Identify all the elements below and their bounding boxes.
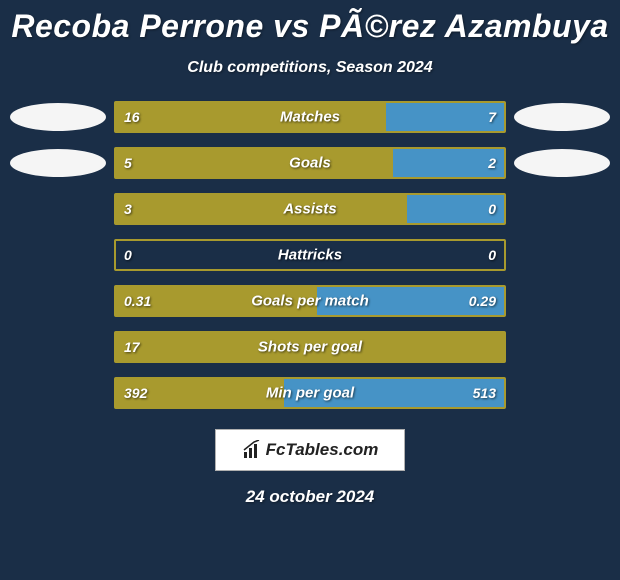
stat-label: Assists bbox=[283, 201, 336, 218]
value-left: 392 bbox=[124, 385, 147, 401]
stat-row: 0.31 0.29 Goals per match bbox=[8, 285, 612, 317]
stat-label: Goals per match bbox=[251, 293, 369, 310]
stat-row: 17 Shots per goal bbox=[8, 331, 612, 363]
value-left: 5 bbox=[124, 155, 132, 171]
stat-bar: 16 7 Matches bbox=[114, 101, 506, 133]
stat-bar: 0.31 0.29 Goals per match bbox=[114, 285, 506, 317]
value-right: 2 bbox=[488, 155, 496, 171]
value-left: 0 bbox=[124, 247, 132, 263]
value-right: 0.29 bbox=[469, 293, 496, 309]
stat-row: 392 513 Min per goal bbox=[8, 377, 612, 409]
stat-bar: 3 0 Assists bbox=[114, 193, 506, 225]
stat-bar: 17 Shots per goal bbox=[114, 331, 506, 363]
value-right: 0 bbox=[488, 201, 496, 217]
value-right: 7 bbox=[488, 109, 496, 125]
bar-left bbox=[116, 103, 386, 131]
watermark: FcTables.com bbox=[215, 429, 405, 471]
value-right: 513 bbox=[473, 385, 496, 401]
comparison-chart: 16 7 Matches 5 2 Goals 3 0 Assists 0 0 Hattricks 0.3… bbox=[0, 101, 620, 409]
player-left-avatar bbox=[8, 147, 108, 179]
stat-row: 16 7 Matches bbox=[8, 101, 612, 133]
stat-bar: 0 0 Hattricks bbox=[114, 239, 506, 271]
stat-bar: 5 2 Goals bbox=[114, 147, 506, 179]
bar-right bbox=[386, 103, 504, 131]
value-left: 16 bbox=[124, 109, 140, 125]
stat-bar: 392 513 Min per goal bbox=[114, 377, 506, 409]
stat-row: 5 2 Goals bbox=[8, 147, 612, 179]
player-right-avatar bbox=[512, 147, 612, 179]
date-label: 24 october 2024 bbox=[0, 487, 620, 507]
page-subtitle: Club competitions, Season 2024 bbox=[0, 59, 620, 77]
bar-left bbox=[116, 149, 393, 177]
chart-icon bbox=[242, 440, 262, 460]
bar-left bbox=[116, 195, 407, 223]
stat-label: Hattricks bbox=[278, 247, 342, 264]
stat-label: Min per goal bbox=[266, 385, 354, 402]
watermark-text: FcTables.com bbox=[266, 440, 379, 460]
value-left: 3 bbox=[124, 201, 132, 217]
stat-row: 3 0 Assists bbox=[8, 193, 612, 225]
stat-label: Shots per goal bbox=[258, 339, 362, 356]
player-left-avatar bbox=[8, 101, 108, 133]
value-left: 17 bbox=[124, 339, 140, 355]
stat-label: Matches bbox=[280, 109, 340, 126]
stat-label: Goals bbox=[289, 155, 331, 172]
stat-row: 0 0 Hattricks bbox=[8, 239, 612, 271]
value-left: 0.31 bbox=[124, 293, 151, 309]
player-right-avatar bbox=[512, 101, 612, 133]
value-right: 0 bbox=[488, 247, 496, 263]
page-title: Recoba Perrone vs PÃ©rez Azambuya bbox=[0, 0, 620, 45]
